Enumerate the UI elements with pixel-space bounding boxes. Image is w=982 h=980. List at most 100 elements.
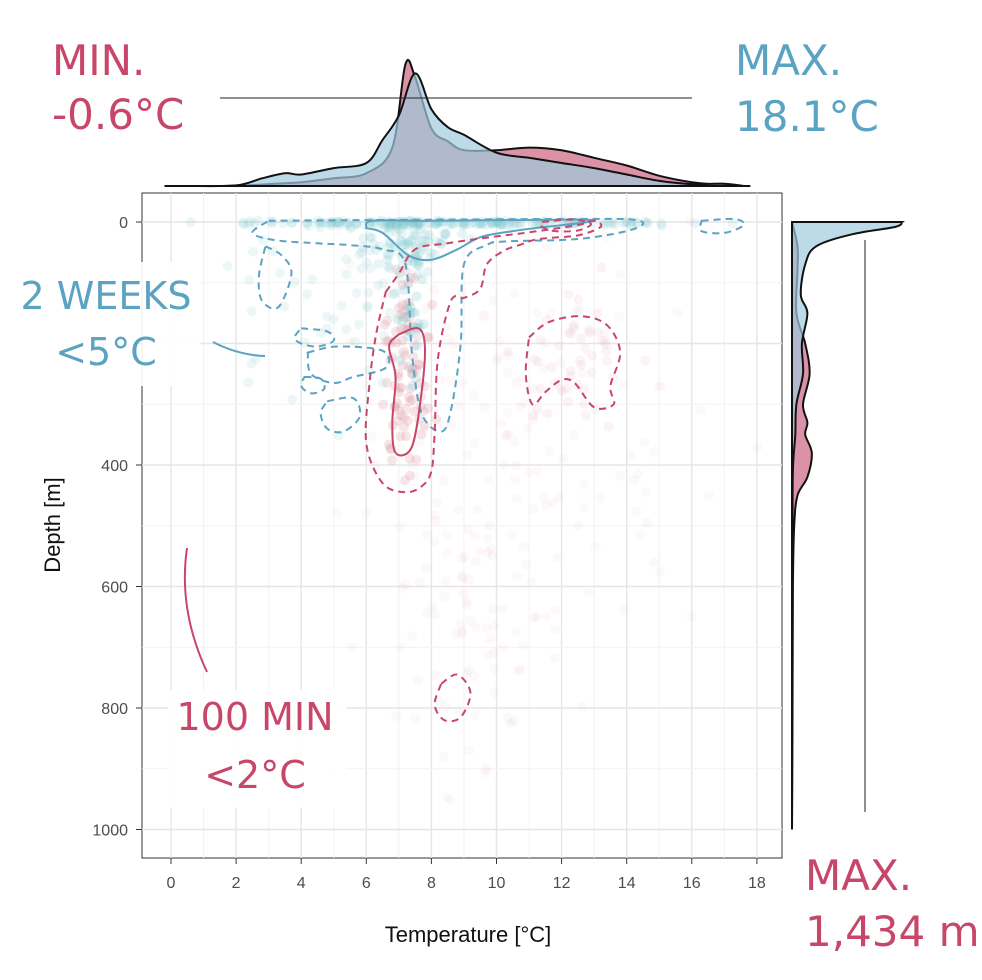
warm-point bbox=[457, 573, 468, 584]
cold-point bbox=[496, 219, 507, 230]
warm-point bbox=[573, 520, 584, 531]
warm-point bbox=[448, 338, 459, 349]
cold-point bbox=[365, 245, 375, 256]
warm-point bbox=[485, 544, 496, 555]
cold-point bbox=[412, 340, 423, 351]
y-tick-label: 600 bbox=[101, 580, 128, 597]
cold-point bbox=[353, 319, 364, 330]
x-tick-label: 12 bbox=[553, 875, 571, 892]
warm-point bbox=[684, 216, 695, 227]
y-tick-label: 400 bbox=[101, 458, 128, 475]
warm-point bbox=[573, 294, 584, 305]
warm-point bbox=[495, 336, 506, 347]
cold-point bbox=[384, 221, 395, 232]
cold-point bbox=[326, 216, 337, 227]
cold-point bbox=[354, 249, 365, 260]
warm-point bbox=[418, 423, 429, 434]
warm-point bbox=[412, 331, 422, 342]
cold-point bbox=[379, 223, 390, 234]
cold-point bbox=[345, 223, 356, 234]
cold-point bbox=[464, 219, 474, 230]
warm-point bbox=[429, 536, 440, 547]
x-tick-label: 14 bbox=[618, 875, 636, 892]
warm-point bbox=[525, 577, 536, 588]
cold-point bbox=[307, 274, 318, 285]
warm-point bbox=[398, 346, 409, 357]
cold-point bbox=[420, 229, 430, 240]
warm-point bbox=[345, 337, 356, 348]
cold-point bbox=[302, 289, 313, 300]
cold-point bbox=[403, 240, 414, 251]
warm-point bbox=[592, 327, 603, 338]
warm-point bbox=[426, 601, 437, 612]
top-marginal-density bbox=[164, 58, 751, 188]
warm-point bbox=[519, 398, 530, 409]
cold-point bbox=[397, 219, 408, 230]
cold-point bbox=[422, 266, 433, 277]
cold-point bbox=[350, 218, 361, 229]
warm-point bbox=[398, 312, 409, 322]
cold-point bbox=[365, 263, 376, 274]
warm-point bbox=[423, 403, 434, 414]
warm-point bbox=[459, 551, 470, 562]
warm-point bbox=[482, 623, 492, 634]
y-tick-label: 800 bbox=[101, 701, 128, 718]
warm-point bbox=[346, 642, 357, 653]
cold-point bbox=[243, 377, 254, 388]
cold-point bbox=[414, 260, 425, 271]
cold-point bbox=[425, 247, 436, 258]
cold-point bbox=[249, 218, 260, 229]
warm-point bbox=[515, 401, 525, 412]
cold-point bbox=[243, 275, 254, 285]
warm-point bbox=[403, 278, 414, 289]
cold-point bbox=[390, 246, 401, 256]
warm-point bbox=[509, 288, 520, 299]
warm-point bbox=[461, 668, 472, 679]
warm-point bbox=[583, 325, 594, 336]
cold-point bbox=[362, 300, 373, 311]
warm-point bbox=[580, 410, 591, 421]
cold-point bbox=[377, 378, 388, 388]
warm-point bbox=[549, 652, 560, 663]
warm-point bbox=[419, 420, 430, 431]
cold-point bbox=[440, 229, 451, 240]
warm-point bbox=[420, 303, 431, 314]
warm-point bbox=[379, 319, 390, 330]
warm-point bbox=[413, 365, 424, 376]
warm-point bbox=[366, 431, 377, 442]
warm-point bbox=[528, 410, 539, 421]
warm-point bbox=[502, 367, 513, 378]
x-tick-label: 2 bbox=[232, 875, 241, 892]
warm-point bbox=[533, 356, 544, 367]
warm-point bbox=[389, 402, 400, 413]
warm-point bbox=[532, 308, 543, 319]
cold-point bbox=[418, 319, 429, 330]
warm-point bbox=[635, 529, 646, 540]
cold-point bbox=[185, 217, 196, 228]
warm-point bbox=[576, 359, 587, 370]
warm-point bbox=[489, 620, 500, 631]
cold-point bbox=[411, 291, 422, 302]
cold-point bbox=[396, 236, 407, 247]
warm-point bbox=[538, 363, 549, 374]
cold-point bbox=[368, 239, 379, 249]
x-tick-label: 10 bbox=[488, 875, 506, 892]
warm-point bbox=[399, 412, 410, 423]
warm-point bbox=[577, 701, 588, 712]
warm-point bbox=[395, 431, 406, 442]
cold-point bbox=[362, 302, 373, 313]
warm-point bbox=[345, 259, 356, 270]
cold-point bbox=[391, 219, 402, 230]
minutes-label: 100 MIN bbox=[176, 695, 333, 739]
cold-point bbox=[610, 219, 621, 230]
cold-point bbox=[413, 220, 424, 231]
warm-point bbox=[409, 471, 420, 482]
minutes-label-background bbox=[168, 690, 346, 808]
cold-point bbox=[287, 394, 298, 405]
cold-point bbox=[246, 306, 257, 317]
warm-point bbox=[601, 356, 612, 366]
warm-point bbox=[405, 383, 416, 394]
cold-point bbox=[378, 278, 389, 289]
y-tick-label: 1000 bbox=[92, 823, 128, 840]
cold-point bbox=[417, 235, 428, 246]
